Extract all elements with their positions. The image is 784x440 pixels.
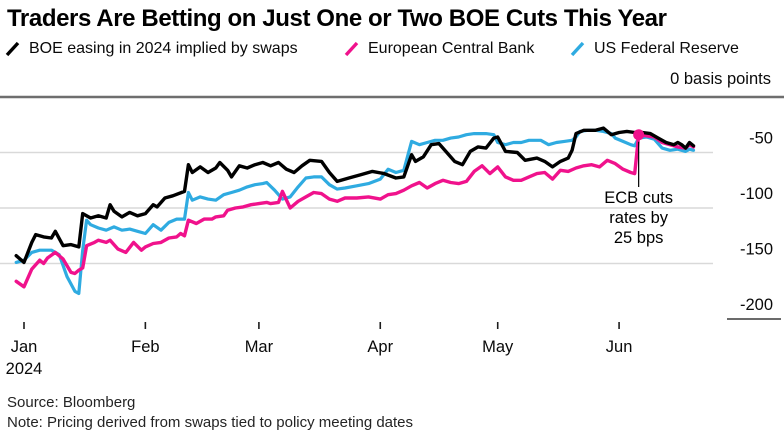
boe-line-swatch-icon — [5, 41, 20, 57]
ecb-cut-marker-dot — [633, 129, 645, 141]
fed-line-swatch-icon — [570, 41, 585, 57]
legend-label-fed: US Federal Reserve — [594, 40, 739, 57]
y-axis-labels: -50 -100 -150 -200 — [740, 130, 773, 315]
x-tick-label-May: May — [482, 338, 514, 356]
gridlines — [0, 95, 784, 320]
annotation-text: ECB cuts rates by 25 bps — [604, 189, 673, 247]
source-line: Source: Bloomberg — [7, 394, 136, 411]
legend-item-ecb: European Central Bank — [344, 38, 534, 60]
y-axis-unit-label: 0 basis points — [670, 70, 771, 88]
x-tick-label-Apr: Apr — [367, 338, 393, 356]
x-tick-label-Feb: Feb — [131, 338, 159, 356]
legend: BOE easing in 2024 implied by swaps Euro… — [0, 38, 784, 60]
chart-footer: Source: Bloomberg Note: Pricing derived … — [7, 393, 413, 433]
legend-label-ecb: European Central Bank — [368, 40, 535, 57]
legend-item-fed: US Federal Reserve — [570, 38, 739, 60]
legend-label-boe: BOE easing in 2024 implied by swaps — [29, 40, 298, 57]
x-tick-label-Mar: Mar — [245, 338, 274, 356]
ecb-line-swatch-icon — [344, 41, 359, 57]
annotation-line-1: ECB cuts — [604, 189, 673, 207]
note-line: Note: Pricing derived from swaps tied to… — [7, 414, 414, 431]
y-tick-label--50: -50 — [749, 130, 773, 148]
annotation-line-2: rates by — [609, 209, 668, 227]
x-axis: Jan 2024 Feb Mar Apr May Jun — [6, 322, 633, 378]
x-axis-year-label: 2024 — [6, 360, 43, 378]
y-tick-label--100: -100 — [740, 185, 773, 203]
x-tick-label-Jan: Jan — [11, 338, 38, 356]
legend-item-boe: BOE easing in 2024 implied by swaps — [5, 38, 298, 60]
y-tick-label--150: -150 — [740, 241, 773, 259]
series-line-boe — [14, 126, 696, 265]
series-line-ecb — [14, 132, 696, 289]
x-tick-label-Jun: Jun — [606, 338, 633, 356]
series-line-fed — [14, 128, 696, 296]
chart-title: Traders Are Betting on Just One or Two B… — [7, 5, 667, 32]
y-tick-label--200: -200 — [740, 296, 773, 314]
annotation-line-3: 25 bps — [614, 229, 664, 247]
